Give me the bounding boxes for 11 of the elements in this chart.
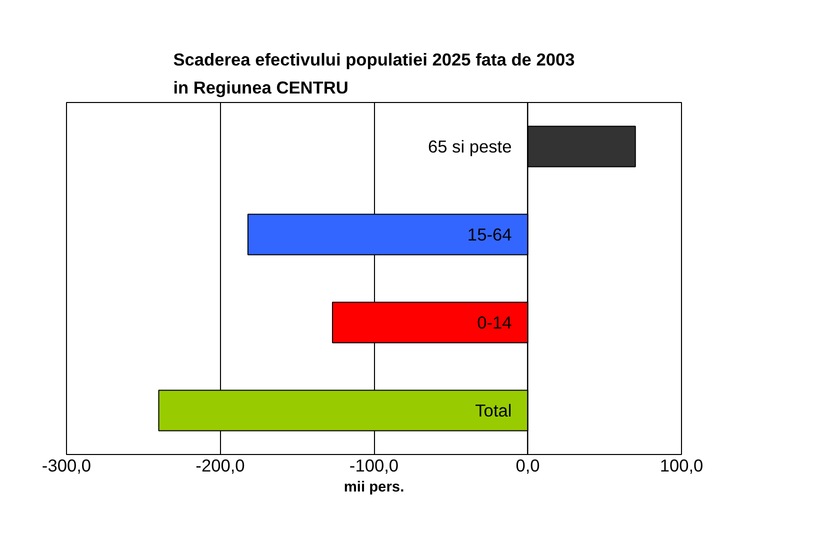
x-tick-label: 0,0: [516, 456, 540, 476]
chart-title: Scaderea efectivului populatiei 2025 fata de 2003 in Regiunea CENTRU: [173, 50, 576, 98]
x-axis-title: mii pers.: [344, 480, 404, 496]
y-tick-label: 65 si peste: [428, 136, 512, 156]
x-tick-label: -300,0: [42, 456, 92, 476]
x-tick-label: -100,0: [349, 456, 399, 476]
x-tick-label: -200,0: [196, 456, 245, 476]
y-tick-label: Total: [475, 400, 512, 420]
x-tick-label: 100,0: [660, 456, 704, 476]
y-tick-label: 0-14: [477, 312, 512, 332]
y-tick-label: 15-64: [467, 224, 512, 244]
